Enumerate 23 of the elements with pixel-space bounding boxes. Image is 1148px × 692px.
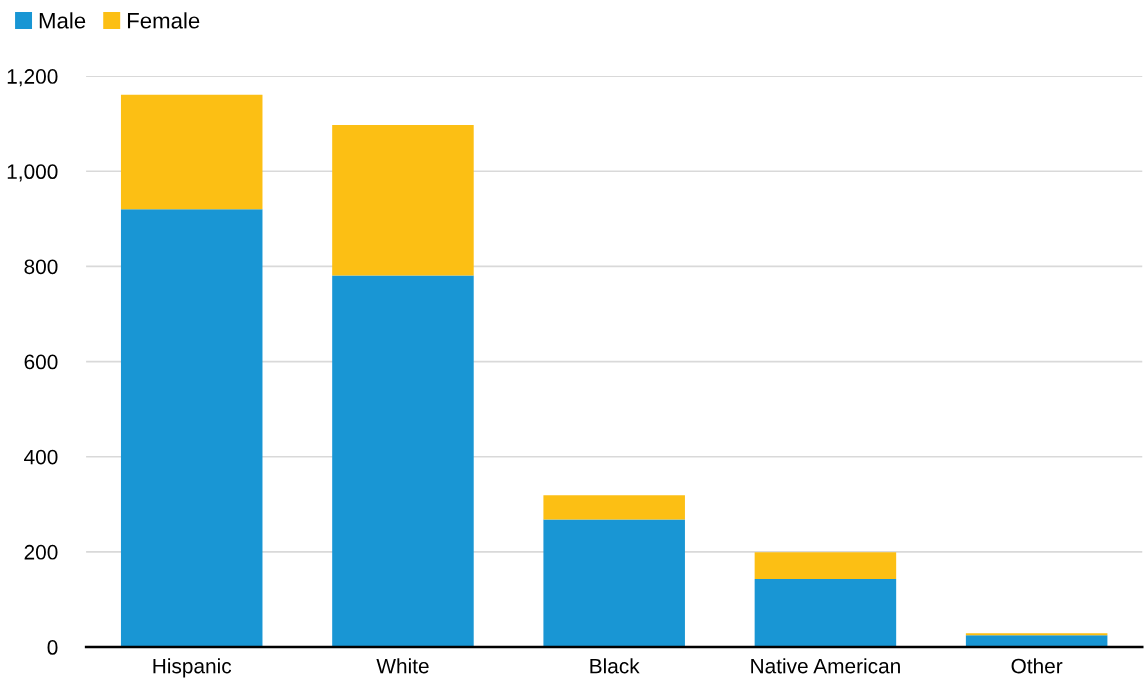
y-tick-label: 200 [24,544,58,560]
bar [543,495,685,520]
legend-label: Female [127,12,200,29]
legend-label: Male [39,12,86,29]
y-tick-label: 0 [47,640,58,655]
y-tick-label: 800 [24,259,58,275]
bar [543,519,685,648]
bar [965,635,1108,648]
bar [332,125,474,276]
y-tick-label: 400 [24,449,58,465]
x-tick-label: Native American [751,658,900,674]
bar [332,275,474,648]
bar [120,209,263,648]
y-tick-label: 1,000 [7,164,58,182]
bar [754,552,897,579]
y-tick-label: 1,200 [7,69,58,87]
x-tick-label: Black [590,658,640,674]
y-tick-label: 600 [24,354,58,370]
x-tick-label: White [376,658,429,674]
bar [754,578,897,648]
x-tick-label: Other [1011,658,1063,674]
x-tick-label: Hispanic [153,658,232,678]
bar [120,94,263,210]
